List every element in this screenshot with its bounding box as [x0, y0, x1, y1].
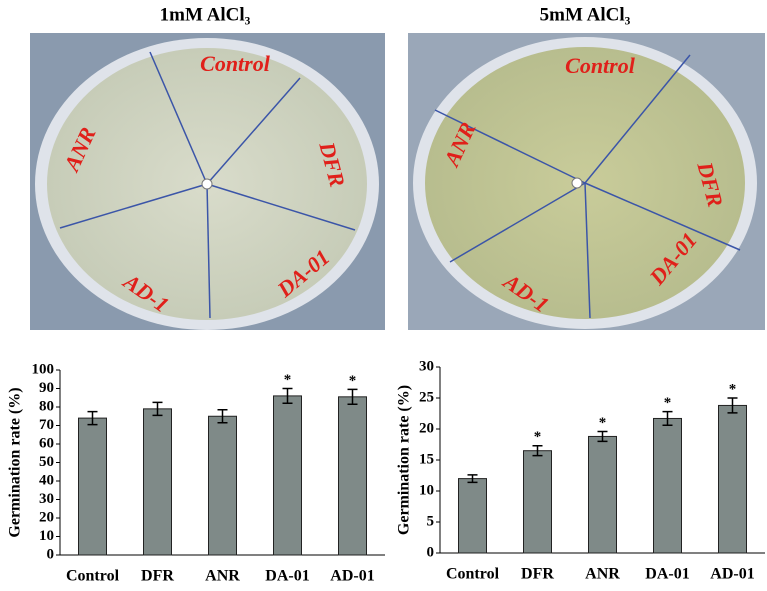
error-bar [282, 387, 293, 405]
bar [338, 396, 367, 556]
y-tick-label: 25 [419, 389, 434, 405]
x-tick-label: ANR [205, 568, 240, 585]
x-tick-label: Control [446, 566, 500, 583]
y-tick-label: 50 [39, 454, 54, 470]
y-axis-label: Germination rate (%) [396, 385, 413, 535]
bar [523, 450, 552, 554]
x-tick-label: DFR [521, 566, 554, 583]
error-bar [152, 401, 163, 417]
x-tick-label: DFR [141, 568, 174, 585]
y-tick-label: 10 [419, 482, 434, 498]
error-bar [727, 397, 738, 414]
y-tick-label: 10 [39, 528, 54, 544]
error-bar [662, 410, 673, 427]
y-tick-label: 40 [39, 472, 54, 488]
y-tick-label: 70 [39, 417, 54, 433]
error-bar [467, 474, 478, 484]
plate-label: Control [565, 53, 636, 78]
x-tick-label: Control [66, 568, 120, 585]
bar [78, 417, 107, 556]
plate-photo: Control DFR DA-01 AD-1 ANR [30, 33, 385, 330]
significance-mark: * [729, 381, 737, 397]
error-bar [87, 410, 98, 426]
x-tick-label: DA-01 [645, 566, 689, 583]
plate-label: Control [200, 51, 271, 76]
bar [718, 404, 747, 554]
significance-mark: * [534, 429, 542, 445]
significance-mark: * [664, 395, 672, 411]
x-tick-label: DA-01 [265, 568, 309, 585]
y-tick-label: 30 [419, 358, 434, 374]
y-tick-label: 0 [47, 546, 55, 562]
bar [208, 415, 237, 556]
significance-mark: * [599, 415, 607, 431]
y-tick-label: 100 [32, 361, 55, 377]
y-axis-label: Germination rate (%) [7, 387, 24, 537]
x-tick-label: AD-01 [330, 568, 374, 585]
y-tick-label: 0 [427, 544, 435, 560]
x-tick-label: ANR [585, 566, 620, 583]
plate-photo: Control DFR DA-01 AD-1 ANR [408, 33, 765, 330]
significance-mark: * [349, 373, 357, 389]
bar [653, 417, 682, 554]
bar [588, 435, 617, 554]
y-tick-label: 60 [39, 435, 54, 451]
y-tick-label: 20 [419, 420, 434, 436]
error-bar [532, 444, 543, 457]
bar [143, 408, 172, 556]
bar [458, 478, 487, 554]
error-bar [217, 409, 228, 424]
significance-mark: * [284, 372, 292, 388]
y-tick-label: 30 [39, 491, 54, 507]
error-bar [597, 430, 608, 443]
y-tick-label: 15 [419, 451, 434, 467]
panel-title: 1mM AlCl₃ [160, 4, 251, 25]
y-tick-label: 90 [39, 380, 54, 396]
y-tick-label: 5 [427, 513, 435, 529]
y-tick-label: 20 [39, 509, 54, 525]
y-tick-label: 80 [39, 398, 54, 414]
bar [273, 395, 302, 556]
error-bar [347, 388, 358, 405]
x-tick-label: AD-01 [710, 566, 754, 583]
panel-title: 5mM AlCl₃ [540, 4, 631, 25]
